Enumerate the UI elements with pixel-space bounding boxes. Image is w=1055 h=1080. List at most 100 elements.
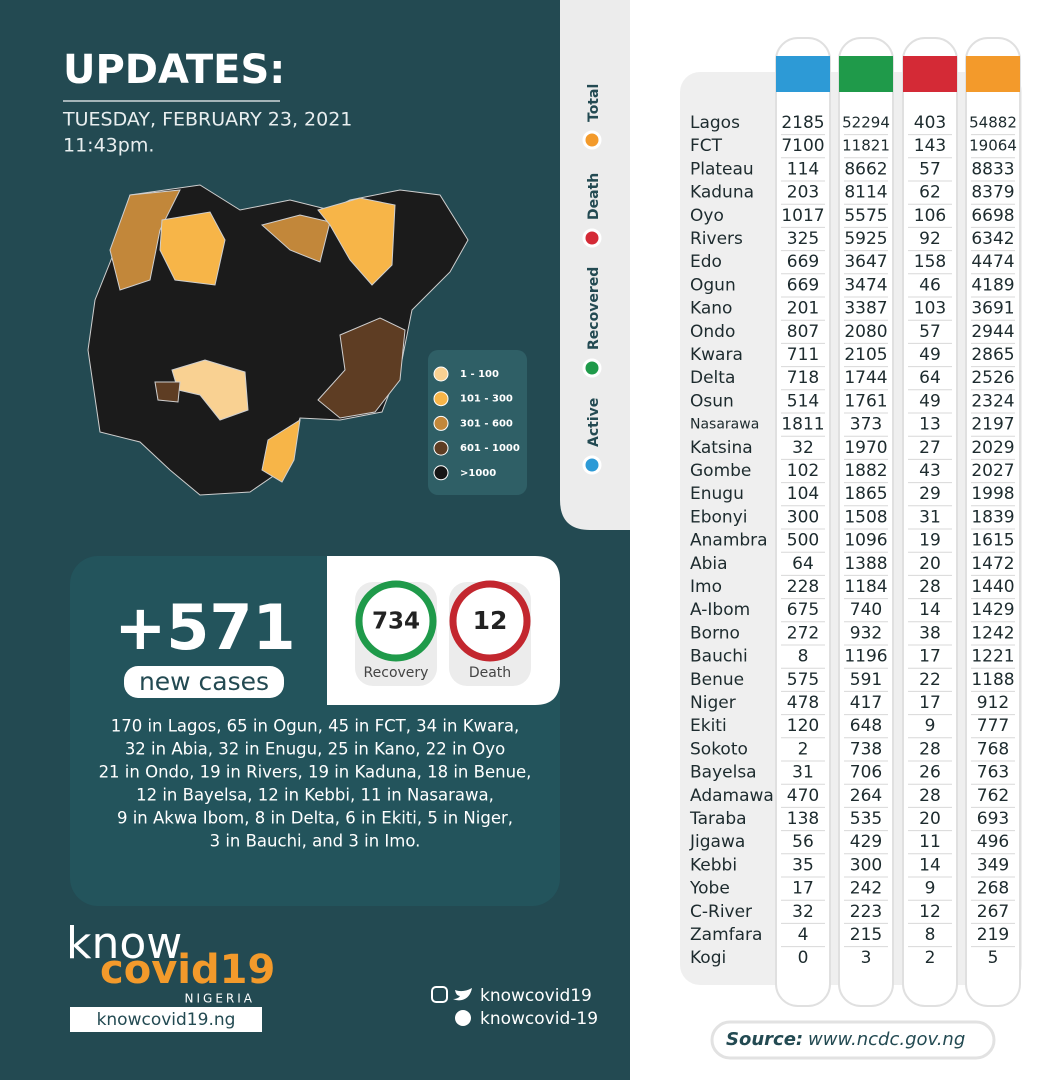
- cell-value: 496: [977, 832, 1009, 852]
- instagram-icon: [431, 986, 448, 1003]
- cell-value: 1998: [971, 484, 1014, 504]
- cell-value: 5925: [844, 229, 887, 249]
- map-legend-box: [428, 350, 527, 495]
- breakdown-line: 21 in Ondo, 19 in Rivers, 19 in Kaduna, …: [99, 763, 532, 782]
- cell-value: 143: [914, 136, 946, 156]
- cell-value: 8114: [844, 183, 887, 203]
- new-cases-count: +571: [114, 591, 295, 664]
- legend-label: 601 - 1000: [460, 443, 520, 454]
- legend-label: 1 - 100: [460, 369, 499, 380]
- state-name: Jigawa: [689, 832, 745, 852]
- state-name: Enugu: [690, 484, 744, 504]
- cell-value: 1508: [844, 507, 887, 527]
- state-name: Ogun: [690, 275, 736, 295]
- cell-value: 403: [914, 113, 946, 133]
- state-name: Taraba: [689, 809, 747, 829]
- cell-value: 648: [850, 716, 882, 736]
- cell-value: 14: [919, 855, 941, 875]
- state-name: Adamawa: [690, 786, 774, 806]
- cell-value: 738: [850, 739, 882, 759]
- cell-value: 762: [977, 786, 1009, 806]
- cell-value: 429: [850, 832, 882, 852]
- cell-value: 26: [919, 763, 941, 783]
- column-pill: [965, 37, 1021, 1007]
- cell-value: 1761: [844, 391, 887, 411]
- cell-value: 417: [850, 693, 882, 713]
- cell-value: 267: [977, 902, 1009, 922]
- cell-value: 3474: [844, 275, 887, 295]
- social-handle: knowcovid-19: [480, 1009, 598, 1029]
- state-name: Gombe: [690, 461, 751, 481]
- cell-value: 2526: [971, 368, 1014, 388]
- cell-value: 675: [787, 600, 819, 620]
- cell-value: 38: [919, 623, 941, 643]
- cell-value: 219: [977, 925, 1009, 945]
- recovery-value: 734: [372, 609, 420, 635]
- cell-value: 6342: [971, 229, 1014, 249]
- social-handle: knowcovid19: [480, 986, 592, 1006]
- cell-value: 28: [919, 739, 941, 759]
- cell-value: 31: [919, 507, 941, 527]
- state-name: Nasarawa: [690, 417, 759, 433]
- legend-label: 301 - 600: [460, 418, 513, 429]
- death-ring: [449, 580, 531, 662]
- cell-value: 8662: [844, 159, 887, 179]
- state-name: A-Ibom: [690, 600, 750, 620]
- cell-value: 2185: [781, 113, 824, 133]
- cell-value: 1440: [971, 577, 1014, 597]
- column-name: Active: [586, 398, 602, 447]
- cell-value: 12: [919, 902, 941, 922]
- state-name: Abia: [690, 554, 728, 574]
- cell-value: 1242: [971, 623, 1014, 643]
- cell-value: 20: [919, 554, 941, 574]
- cell-value: 1472: [971, 554, 1014, 574]
- cell-value: 2029: [971, 438, 1014, 458]
- death-value: 12: [473, 606, 508, 635]
- cell-value: 52294: [842, 114, 890, 132]
- cell-value: 2865: [971, 345, 1014, 365]
- cell-value: 28: [919, 577, 941, 597]
- breakdown-line: 32 in Abia, 32 in Enugu, 25 in Kano, 22 …: [125, 740, 505, 759]
- cell-value: 138: [787, 809, 819, 829]
- cell-value: 46: [919, 275, 941, 295]
- cell-value: 706: [850, 763, 882, 783]
- legend-swatch: [433, 391, 449, 407]
- cell-value: 669: [787, 275, 819, 295]
- cell-value: 215: [850, 925, 882, 945]
- recovery-label: Recovery: [364, 665, 429, 681]
- cell-value: 64: [792, 554, 814, 574]
- cell-value: 120: [787, 716, 819, 736]
- source-label: Source:: [726, 1029, 803, 1050]
- cell-value: 31: [792, 763, 814, 783]
- cell-value: 1429: [971, 600, 1014, 620]
- cell-value: 4: [798, 925, 809, 945]
- state-name: Ebonyi: [690, 507, 748, 527]
- state-name: Ondo: [690, 322, 735, 342]
- state-name: Sokoto: [690, 739, 748, 759]
- cell-value: 104: [787, 484, 819, 504]
- cell-value: 718: [787, 368, 819, 388]
- twitter-icon: [453, 988, 472, 1001]
- cell-value: 740: [850, 600, 882, 620]
- cell-value: 223: [850, 902, 882, 922]
- cell-value: 1096: [844, 531, 887, 551]
- map-region: [159, 211, 226, 286]
- cell-value: 1744: [844, 368, 887, 388]
- cell-value: 1970: [844, 438, 887, 458]
- state-name: Anambra: [690, 531, 768, 551]
- cell-value: 8: [798, 647, 809, 667]
- cell-value: 514: [787, 391, 819, 411]
- cell-value: 9: [925, 716, 936, 736]
- cell-value: 62: [919, 183, 941, 203]
- cell-value: 17: [919, 693, 941, 713]
- cell-value: 17: [919, 647, 941, 667]
- cell-value: 56: [792, 832, 814, 852]
- cell-value: 763: [977, 763, 1009, 783]
- logo-covid: covid19: [100, 947, 275, 993]
- cell-value: 29: [919, 484, 941, 504]
- cell-value: 64: [919, 368, 941, 388]
- cell-value: 500: [787, 531, 819, 551]
- state-name: Kaduna: [690, 183, 754, 203]
- map-region: [317, 197, 396, 286]
- cell-value: 5575: [844, 206, 887, 226]
